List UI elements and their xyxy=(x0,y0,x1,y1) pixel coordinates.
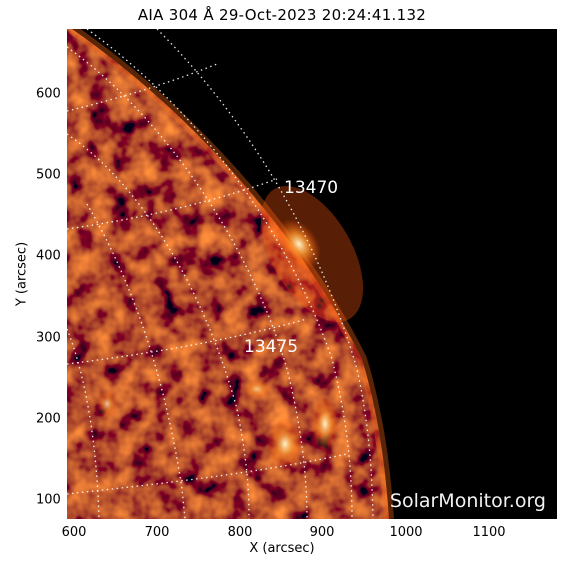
image-title: AIA 304 Å 29-Oct-2023 20:24:41.132 xyxy=(137,6,427,24)
x-tick-label: 1100 xyxy=(472,525,506,540)
solar-limb xyxy=(69,29,394,519)
x-tick-label: 1000 xyxy=(389,525,423,540)
y-tick-label: 400 xyxy=(36,248,61,264)
solar-image xyxy=(67,29,557,519)
solar-disk-svg xyxy=(67,29,394,519)
active-region-bright-2 xyxy=(267,418,303,470)
region-label-13475: 13475 xyxy=(244,337,299,357)
heliographic-grid xyxy=(67,29,374,519)
y-tick-label: 300 xyxy=(36,330,61,346)
x-tick-label: 800 xyxy=(227,525,253,540)
y-tick-label: 100 xyxy=(36,492,61,508)
region-label-13470: 13470 xyxy=(284,178,339,198)
plage-bright-4 xyxy=(243,379,271,399)
plage-bright-3 xyxy=(97,390,117,418)
active-region-13470-core xyxy=(277,218,321,270)
y-tick-label: 500 xyxy=(36,167,61,183)
x-tick-label: 600 xyxy=(61,525,87,540)
x-axis-label: X (arcsec) xyxy=(249,541,315,556)
y-tick-label: 200 xyxy=(36,411,61,427)
active-region-bright-1 xyxy=(311,396,339,452)
y-axis-label: Y (arcsec) xyxy=(14,241,30,307)
x-tick-label: 900 xyxy=(309,525,335,540)
y-tick-label: 600 xyxy=(36,86,61,102)
solarmonitor-watermark: SolarMonitor.org xyxy=(389,490,546,512)
x-tick-label: 700 xyxy=(144,525,170,540)
